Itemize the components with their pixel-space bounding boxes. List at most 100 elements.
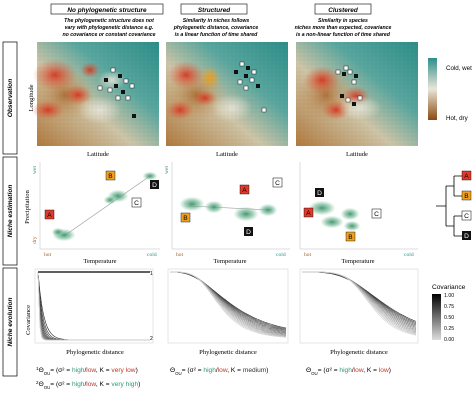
formula-1: 1ΘOU= (σ² = high/low, K = very low): [36, 366, 138, 376]
row-label-niche-estimation: Niche estimation: [7, 185, 14, 238]
evolution-panel-1: Covariance 1 2 Phylogenetic distance: [25, 268, 154, 356]
svg-text:cold: cold: [404, 252, 414, 258]
svg-text:C: C: [464, 213, 469, 220]
column-desc-3-line-2: niches more than expected, covariance: [295, 25, 392, 31]
row-box-niche-evolution: [2, 267, 18, 377]
column-headers: No phylogenetic structure The phylogenet…: [50, 3, 392, 38]
niche-species-3: D A C B: [303, 188, 382, 242]
svg-text:C: C: [134, 200, 139, 207]
column-desc-1-line-1: The phylogenetic structure does not: [64, 18, 154, 24]
map-x-label-1: Latitude: [87, 151, 109, 158]
evolution-curves-1: [37, 271, 150, 341]
column-desc-1-line-3: no covariance or constant covariance: [62, 32, 155, 38]
column-title-3: Clustered: [328, 7, 359, 14]
svg-text:C: C: [275, 180, 280, 187]
svg-text:cold: cold: [276, 252, 286, 258]
niche-x-cold-1: cold: [147, 252, 157, 258]
svg-text:B: B: [108, 173, 113, 180]
column-title-1: No phylogenetic structure: [67, 7, 147, 14]
svg-text:wet: wet: [164, 166, 170, 175]
evolution-x-label-2: Phylogenetic distance: [199, 349, 257, 356]
evolution-x-label-3: Phylogenetic distance: [330, 349, 388, 356]
column-desc-2-line-1: Similarity in niches follows: [183, 18, 250, 24]
row-box-niche-estimation: [2, 156, 18, 266]
svg-text:A: A: [242, 187, 247, 194]
svg-text:hot: hot: [304, 252, 312, 258]
formula-4: ΘOU= (σ² = high/low, K = low): [306, 367, 391, 376]
cov-tick-000: 0.00: [444, 337, 454, 343]
evolution-curves-2: [170, 271, 287, 338]
svg-text:A: A: [47, 212, 52, 219]
row-box-observation: [2, 41, 18, 155]
row-labels: Observation Niche estimation Niche evolu…: [2, 41, 18, 377]
row-label-observation: Observation: [7, 79, 14, 117]
row-label-niche-evolution: Niche evolution: [7, 297, 14, 346]
covariance-legend: Covariance 1.00 0.75 0.50 0.25 0.00: [432, 284, 466, 343]
column-title-box-3: [314, 3, 372, 15]
column-desc-3-line-1: Similarity in species: [318, 18, 368, 24]
map-x-label-3: Latitude: [346, 151, 368, 158]
formulas: 1ΘOU= (σ² = high/low, K = very low) 2ΘOU…: [36, 366, 391, 390]
formula-2: 2ΘOU= (σ² = high/low, K = very high): [36, 380, 140, 390]
map-panel-1: Longitude Latitude: [28, 42, 159, 158]
map-legend-bottom: Hot, dry: [446, 115, 469, 122]
niche-x-label-3: Temperature: [341, 258, 374, 265]
column-title-box-1: [50, 3, 164, 15]
niche-panel-1: Precipitation wet dry A B C D hot cold T…: [24, 162, 160, 265]
covariance-curve: [170, 271, 287, 338]
svg-text:A: A: [464, 173, 469, 180]
covariance-curve: [37, 271, 150, 341]
column-desc-1-line-2: vary with phylogenetic distance e.g.: [65, 25, 154, 31]
map-panel-2: Latitude: [166, 42, 288, 158]
map-panel-3: Latitude: [296, 42, 418, 158]
svg-text:D: D: [246, 229, 251, 236]
phylogenetic-tree: A B C D: [436, 170, 472, 240]
svg-text:B: B: [464, 193, 469, 200]
column-title-box-2: [180, 3, 248, 15]
svg-text:D: D: [317, 190, 322, 197]
cov-tick-075: 0.75: [444, 304, 454, 310]
evolution-x-label-1: Phylogenetic distance: [66, 349, 124, 356]
niche-species-2: B A C D: [180, 177, 283, 236]
svg-text:B: B: [183, 215, 188, 222]
niche-x-hot-1: hot: [44, 252, 52, 258]
svg-text:C: C: [374, 211, 379, 218]
evolution-curves-3: [302, 271, 417, 336]
svg-text:D: D: [464, 233, 469, 240]
map-color-legend: Cold, wet Hot, dry: [428, 58, 472, 122]
map-y-label: Longitude: [28, 84, 35, 111]
map-legend-top: Cold, wet: [446, 65, 472, 72]
evolution-panel-3: Phylogenetic distance: [299, 268, 419, 356]
evolution-marker-1: 1: [150, 271, 153, 277]
svg-text:hot: hot: [176, 252, 184, 258]
map-legend-bar: [428, 58, 437, 120]
column-desc-2-line-2: phylogenetic distance, covariance: [173, 25, 259, 31]
niche-y-dry: dry: [32, 236, 38, 244]
formula-3: ΘOU= (σ² = high/low, K = medium): [170, 367, 268, 376]
column-desc-2-line-3: is a linear function of time shared: [175, 32, 259, 38]
map-x-label-2: Latitude: [216, 151, 238, 158]
niche-panel-2: wet B A C D hot cold Temperature: [164, 162, 290, 265]
evolution-y-label: Covariance: [25, 305, 32, 335]
niche-y-label: Precipitation: [24, 189, 31, 223]
svg-text:A: A: [306, 210, 311, 217]
cov-tick-025: 0.25: [444, 326, 454, 332]
niche-x-label-1: Temperature: [83, 258, 116, 265]
cov-tick-050: 0.50: [444, 315, 454, 321]
svg-text:B: B: [348, 234, 353, 241]
niche-y-wet: wet: [32, 166, 38, 175]
niche-species-1: A B C D: [44, 170, 159, 220]
covariance-legend-bar: [432, 294, 441, 340]
map-species-points-3: [335, 65, 363, 106]
niche-x-label-2: Temperature: [213, 258, 246, 265]
covariance-curve: [302, 271, 417, 336]
column-title-2: Structured: [198, 7, 231, 14]
niche-panel-3: D A C B hot cold Temperature: [299, 162, 418, 265]
cov-tick-100: 1.00: [444, 293, 454, 299]
covariance-legend-title: Covariance: [432, 284, 466, 291]
column-desc-3-line-3: is a non-linear function of time shared: [296, 32, 391, 38]
map-species-points-1: [97, 67, 136, 118]
evolution-panel-2: Phylogenetic distance: [167, 268, 289, 356]
evolution-marker-2: 2: [150, 336, 153, 342]
